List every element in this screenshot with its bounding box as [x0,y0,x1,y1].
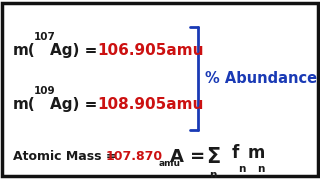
Text: 107: 107 [34,32,55,42]
Text: Ag) =: Ag) = [50,43,97,58]
Text: 107.870: 107.870 [106,150,163,163]
Text: 109: 109 [34,86,55,96]
Text: m: m [248,144,265,162]
Text: 106.905amu: 106.905amu [98,43,204,58]
Text: 108.905amu: 108.905amu [98,97,204,112]
Text: n: n [258,164,265,174]
Text: m(: m( [13,97,36,112]
Text: m(: m( [13,43,36,58]
Text: A =: A = [170,148,205,166]
Text: Atomic Mass =: Atomic Mass = [13,150,116,163]
Text: amu: amu [158,159,180,168]
Text: n: n [210,170,217,180]
Text: n: n [238,164,246,174]
Text: Ag) =: Ag) = [50,97,97,112]
Text: Σ: Σ [206,147,221,167]
Text: f: f [232,144,239,162]
Text: % Abundance: % Abundance [205,71,317,86]
